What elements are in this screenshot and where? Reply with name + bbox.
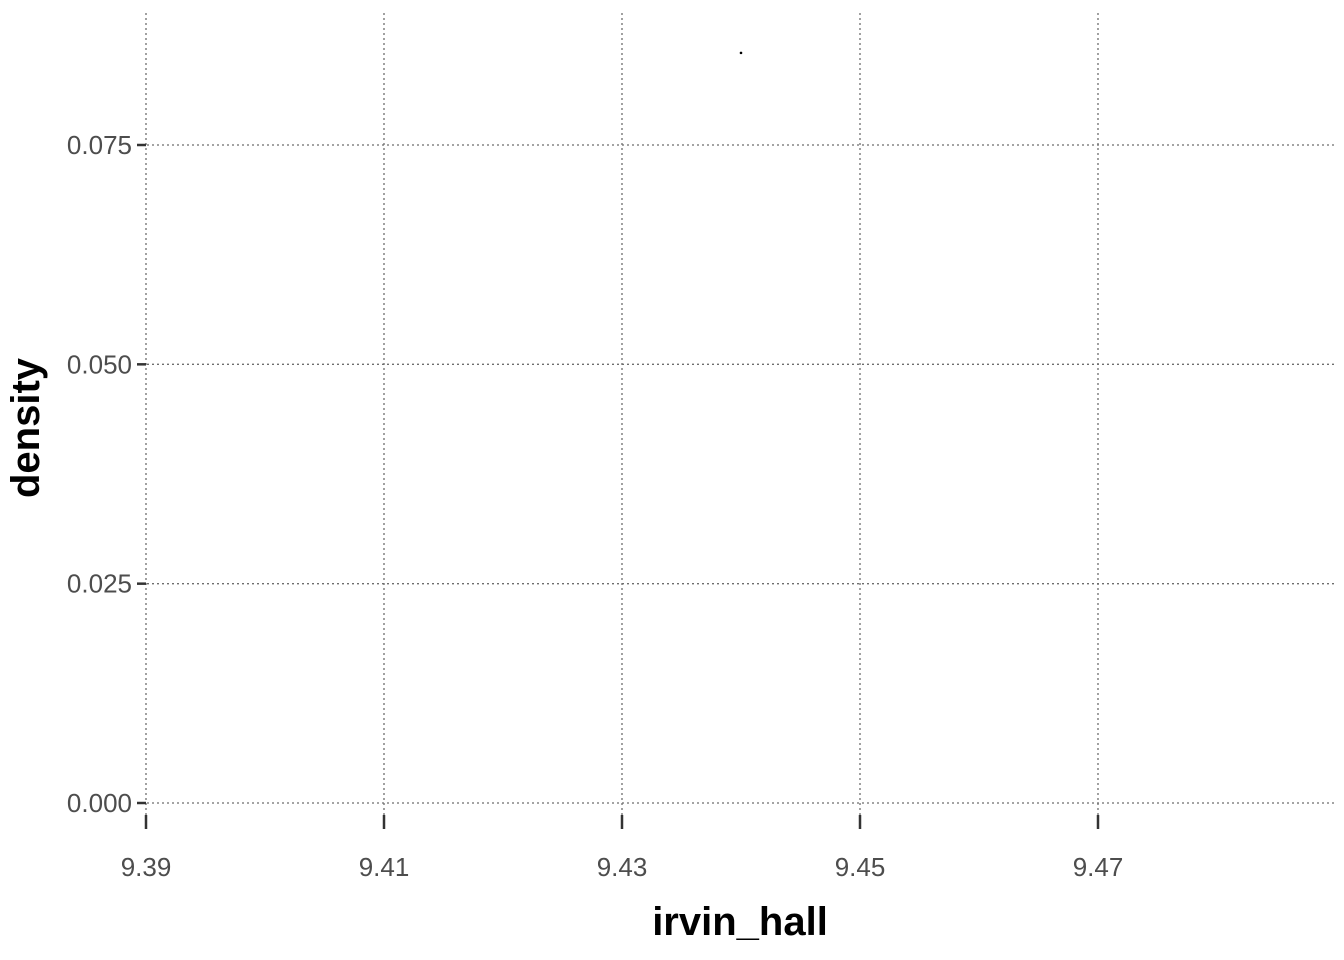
x-tick-label: 9.43	[597, 852, 648, 882]
x-axis-title: irvin_hall	[652, 900, 828, 944]
data-point	[739, 51, 743, 55]
x-tick-label: 9.47	[1073, 852, 1124, 882]
y-axis-title: density	[4, 357, 48, 498]
data-points	[739, 51, 743, 55]
grid-lines	[137, 13, 1335, 828]
y-tick-label: 0.050	[67, 349, 132, 379]
x-tick-label: 9.45	[835, 852, 886, 882]
x-tick-label: 9.39	[121, 852, 172, 882]
y-tick-label: 0.075	[67, 130, 132, 160]
y-tick-label: 0.000	[67, 788, 132, 818]
y-tick-label: 0.025	[67, 569, 132, 599]
x-tick-label: 9.41	[359, 852, 410, 882]
axis-ticks: 9.39 9.41 9.43 9.45 9.47 0.000 0.025 0.050 0.075	[67, 130, 1123, 882]
